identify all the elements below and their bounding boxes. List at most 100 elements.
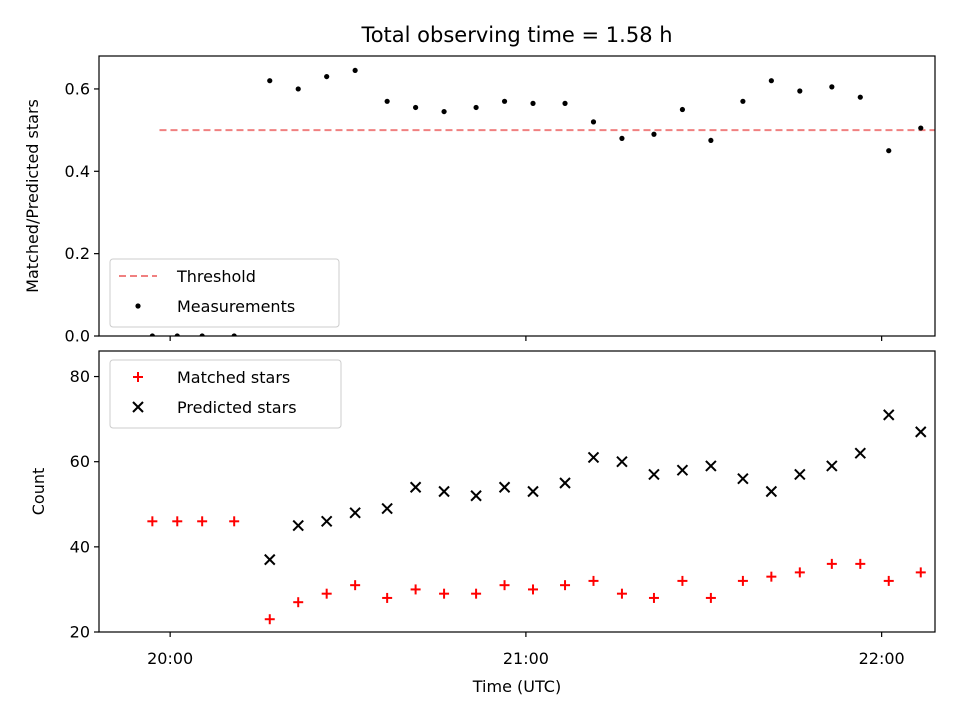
predicted-star-point <box>676 464 689 476</box>
measurement-point <box>530 100 536 106</box>
measurement-point <box>231 333 237 336</box>
y-tick-label: 0.2 <box>65 244 90 263</box>
ratio-y-axis-label: Matched/Predicted stars <box>23 99 42 293</box>
predicted-star-point <box>381 502 393 515</box>
matched-star-point <box>172 516 183 527</box>
matched-star-point <box>588 575 599 586</box>
count-panel: 20 40 60 80 Matched stars Predicted stars <box>70 350 954 642</box>
measurement-point <box>199 333 205 336</box>
y-tick-label: 0.0 <box>65 327 90 346</box>
measurement-point <box>324 73 330 80</box>
measurement-point <box>829 84 835 90</box>
measurement-point <box>473 104 479 111</box>
matched-star-point <box>705 592 716 603</box>
measurement-point <box>384 98 390 104</box>
measurement-point <box>590 119 597 125</box>
matched-star-point <box>677 575 688 586</box>
predicted-star-point <box>737 473 749 485</box>
y-tick-label: 0.4 <box>65 162 90 181</box>
predicted-star-point <box>498 481 511 493</box>
legend-measurement-swatch <box>135 303 141 309</box>
predicted-star-point <box>527 485 539 498</box>
matched-star-point <box>915 567 926 578</box>
matched-star-point <box>528 584 539 595</box>
legend-matched-swatch <box>133 372 143 382</box>
legend-predicted-swatch <box>132 401 144 413</box>
measurement-point <box>797 88 803 94</box>
predicted-star-point <box>854 447 867 459</box>
predicted-star-point <box>470 490 482 502</box>
measurement-point <box>352 67 358 74</box>
measurement-point <box>267 78 273 84</box>
matched-star-point <box>471 588 482 599</box>
measurement-point <box>413 104 419 111</box>
predicted-star-point <box>409 481 422 493</box>
predicted-star-point <box>320 515 333 528</box>
measurement-point <box>740 98 746 104</box>
predicted-star-point <box>883 409 895 421</box>
predicted-star-point <box>794 468 806 481</box>
ratio-data-area <box>149 67 952 336</box>
predicted-star-point <box>648 468 660 481</box>
measurement-point <box>174 333 180 336</box>
count-legend: Matched stars Predicted stars <box>109 359 342 429</box>
matched-star-point <box>737 575 748 586</box>
legend-label: Matched stars <box>177 368 290 387</box>
predicted-star-point <box>944 397 954 407</box>
measurement-point <box>562 100 568 106</box>
matched-star-point <box>321 588 332 599</box>
matched-star-point <box>293 597 304 608</box>
legend-box <box>109 258 340 328</box>
matched-star-point <box>855 558 866 569</box>
matched-star-point <box>499 580 510 591</box>
measurement-point <box>857 94 863 100</box>
matched-star-point <box>229 516 240 527</box>
legend-label: Threshold <box>176 267 256 286</box>
x-tick-label: 21:00 <box>503 649 549 668</box>
matched-star-point <box>944 563 954 573</box>
matched-star-point <box>439 588 450 599</box>
matched-star-point <box>560 580 571 591</box>
count-data-area <box>147 397 954 625</box>
measurement-point <box>947 138 952 143</box>
x-axis-label: Time (UTC) <box>472 677 561 696</box>
predicted-star-point <box>349 507 361 519</box>
measurement-point <box>651 131 657 137</box>
measurement-point <box>619 135 625 141</box>
legend-box <box>109 359 342 429</box>
predicted-star-point <box>616 455 628 468</box>
predicted-star-point <box>264 553 276 566</box>
predicted-star-point <box>587 451 600 464</box>
predicted-star-point <box>915 426 927 438</box>
measurement-point <box>918 125 924 131</box>
predicted-star-point <box>438 485 450 498</box>
matched-star-point <box>883 575 894 586</box>
count-y-axis-label: Count <box>29 468 48 516</box>
measurement-point <box>441 108 447 115</box>
measurement-point <box>768 78 774 84</box>
legend-label: Measurements <box>177 297 295 316</box>
predicted-star-point <box>826 460 838 472</box>
y-tick-label: 60 <box>70 452 90 471</box>
x-tick-label: 20:00 <box>147 649 193 668</box>
ratio-panel: 0.0 0.2 0.4 0.6 Threshold Measurements <box>65 55 952 346</box>
measurement-point <box>679 106 686 113</box>
predicted-star-point <box>292 519 304 532</box>
measurement-point <box>295 86 301 92</box>
matched-star-point <box>197 516 208 527</box>
matched-star-point <box>382 592 393 603</box>
matched-star-point <box>410 584 421 595</box>
predicted-star-point <box>559 477 571 489</box>
matched-star-point <box>648 592 659 603</box>
matched-star-point <box>350 580 361 591</box>
chart-title: Total observing time = 1.58 h <box>360 23 672 47</box>
legend-label: Predicted stars <box>177 398 297 417</box>
count-frame <box>98 350 936 633</box>
matched-star-point <box>794 567 805 578</box>
matched-star-point <box>264 614 275 625</box>
measurement-point <box>501 98 508 104</box>
y-tick-label: 0.6 <box>65 79 90 98</box>
ratio-legend: Threshold Measurements <box>109 258 340 328</box>
